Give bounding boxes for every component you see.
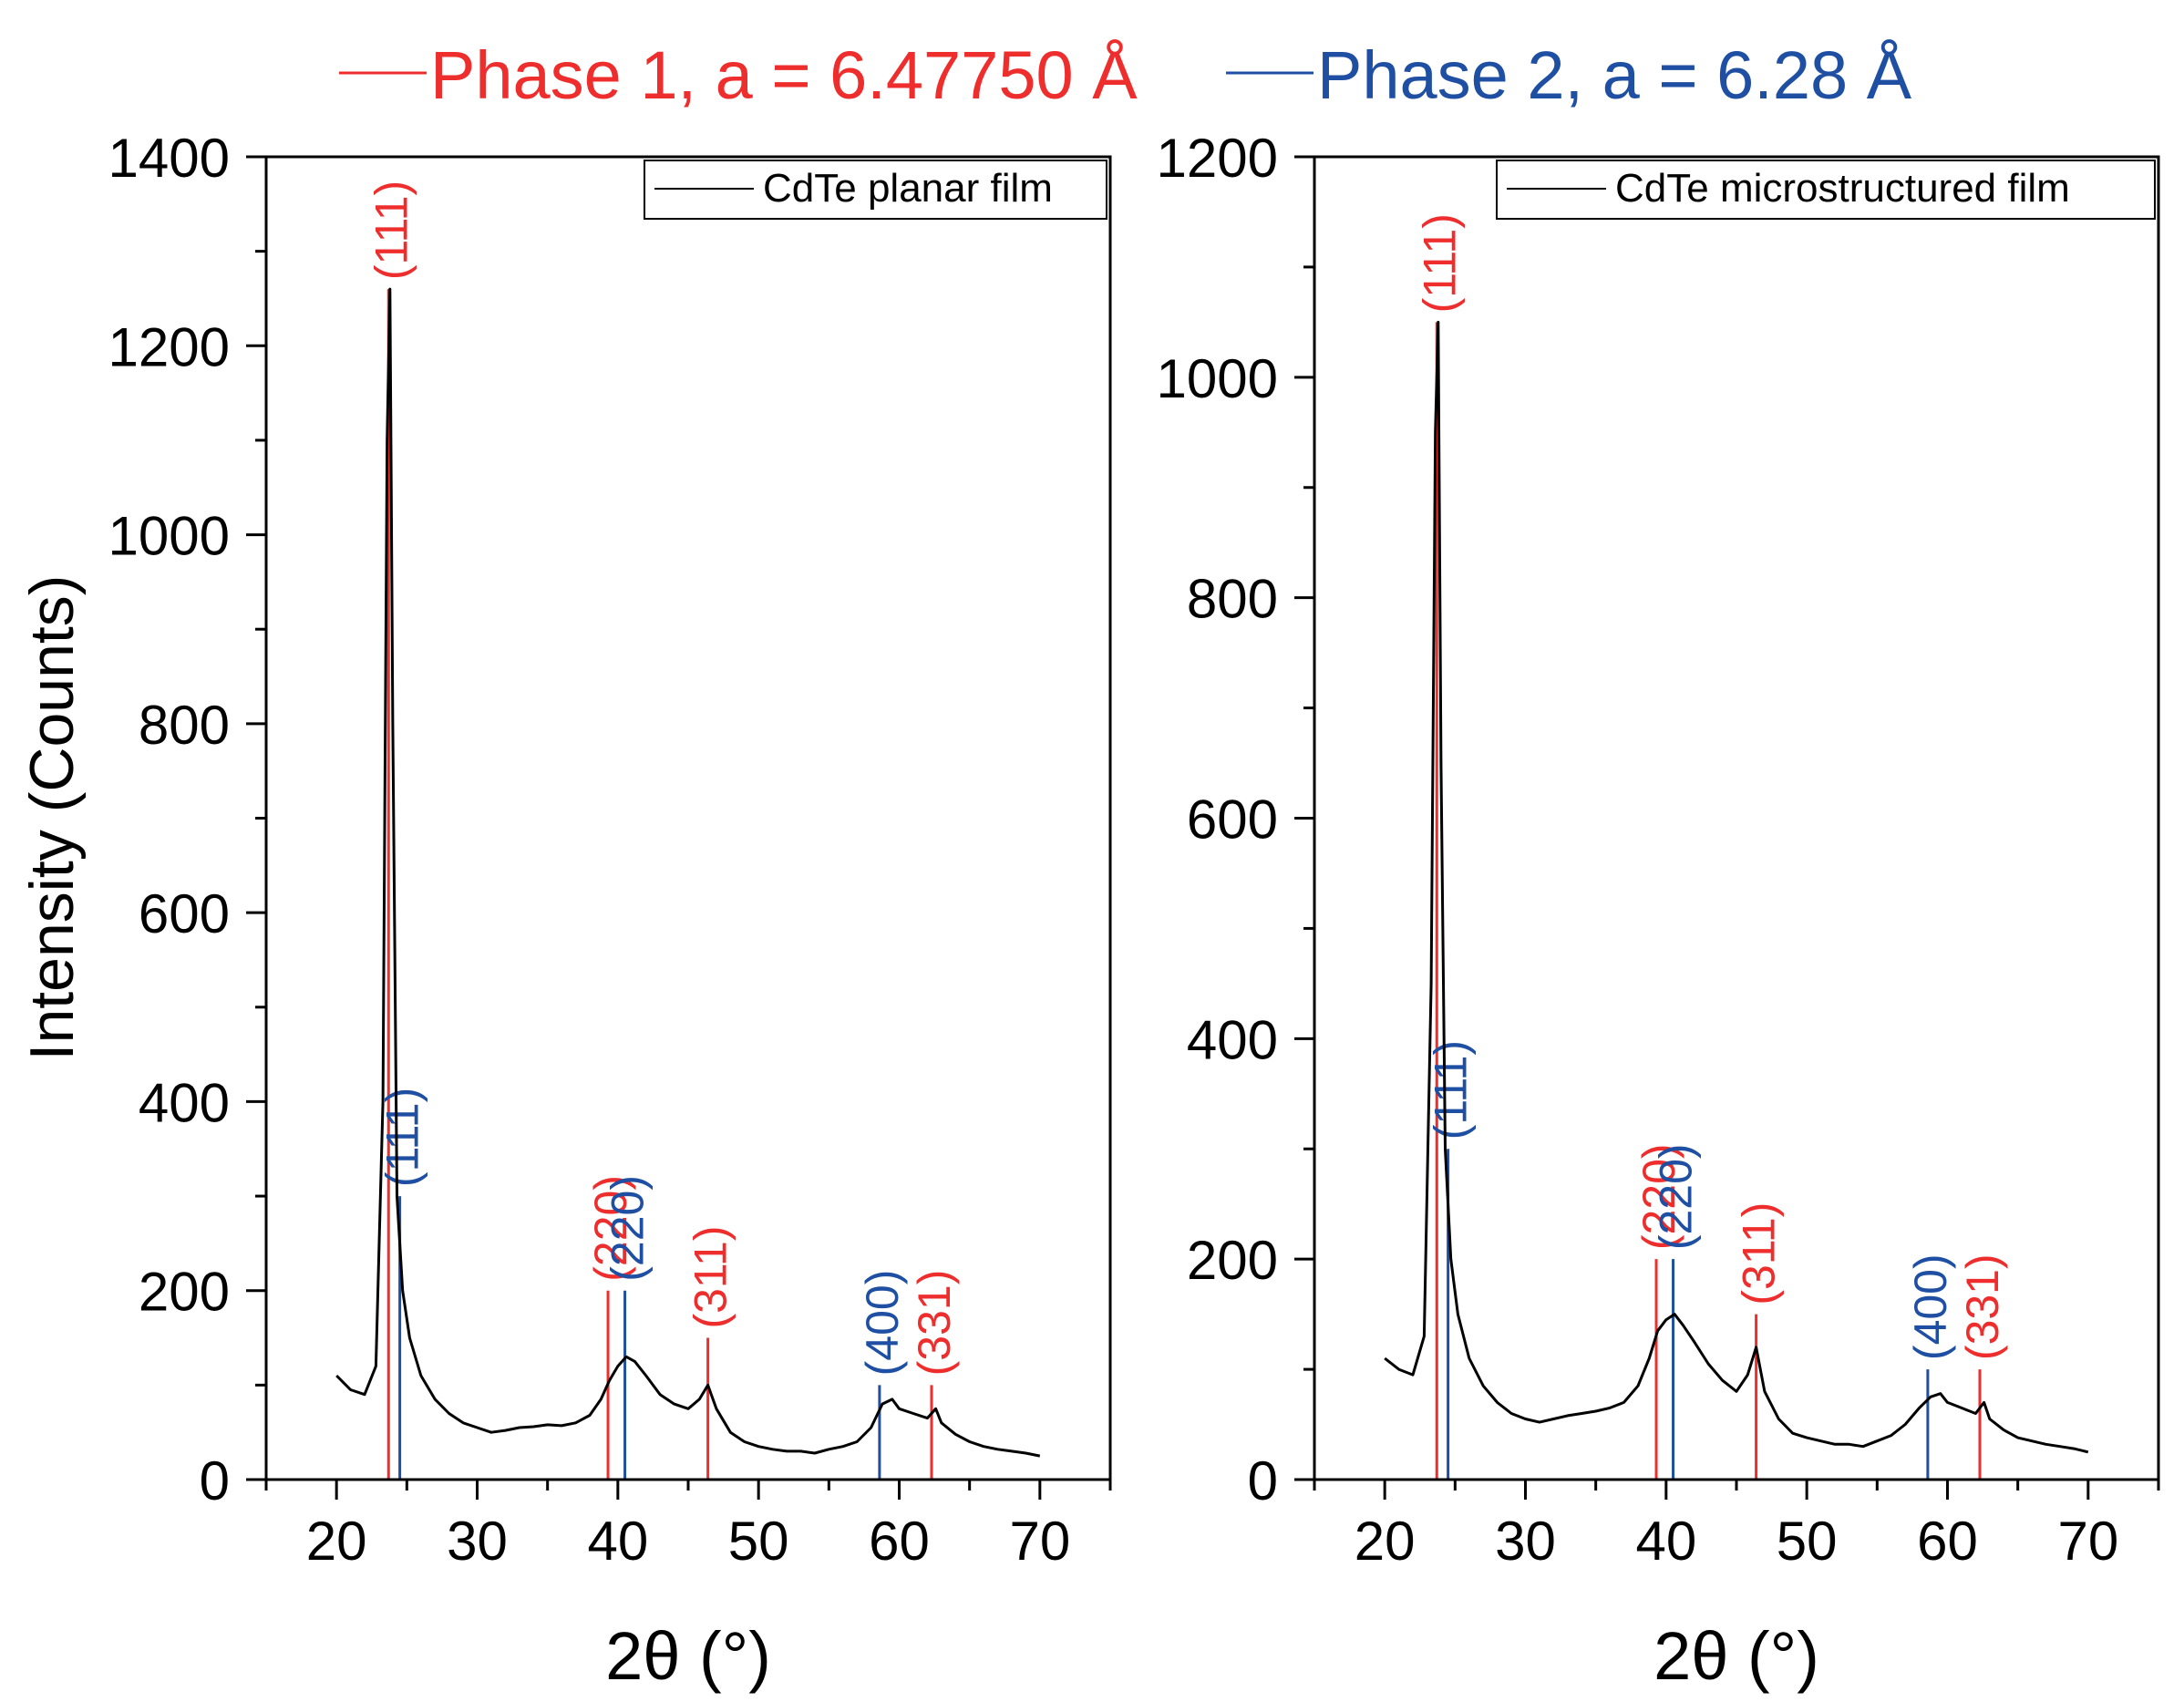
phase2-reflection-label: (111) (1426, 1040, 1477, 1140)
phase2-reflection-label: (111) (377, 1088, 428, 1187)
phase2-reflection-label: (400) (1905, 1253, 1956, 1360)
x-axis-label: 2θ (°) (1653, 1618, 1819, 1694)
series-legend-box: CdTe microstructured film (1496, 160, 2156, 220)
y-tick-label: 1000 (1157, 348, 1278, 409)
reflection-lines: (111) (111) (220)(220) (311) (400)(331) (366, 181, 960, 1480)
y-tick-label: 1200 (108, 316, 230, 377)
phase1-reflection-label: (111) (1414, 213, 1465, 313)
x-tick-label: 20 (1355, 1511, 1416, 1572)
x-tick-label: 70 (1009, 1511, 1070, 1572)
y-tick-label: 400 (1187, 1009, 1278, 1070)
series-legend-box: CdTe planar film (644, 160, 1107, 220)
planar-film-panel: 20 30 40 50 60 70 0 200 400 600 800 1000 1200 1400 (1… (17, 128, 1112, 1694)
series-legend-label: CdTe planar film (763, 166, 1053, 211)
x-tick-label: 70 (2057, 1511, 2118, 1572)
phase1-reflection-label: (111) (366, 181, 417, 280)
phase-legend: Phase 1, a = 6.47750 Å Phase 2, a = 6.28… (339, 37, 1912, 113)
y-tick-label: 200 (139, 1262, 230, 1323)
axis-ticks: 20 30 40 50 60 70 0 200 400 600 800 1000 1200 (1157, 128, 2160, 1572)
y-axis-label: Intensity (Counts) (17, 575, 87, 1061)
y-tick-label: 0 (200, 1450, 230, 1511)
microstructured-film-trace (1384, 320, 2089, 1454)
axis-ticks: 20 30 40 50 60 70 0 200 400 600 800 1000 1200 1400 (108, 128, 1112, 1572)
phase1-reflection-label: (311) (1734, 1202, 1785, 1305)
phase1-reflection-label: (331) (1957, 1253, 2008, 1360)
x-tick-label: 40 (587, 1511, 648, 1572)
x-tick-label: 50 (728, 1511, 789, 1572)
phase1-legend-label: Phase 1, a = 6.47750 Å (430, 37, 1138, 113)
x-tick-label: 20 (306, 1511, 367, 1572)
y-tick-label: 400 (139, 1072, 230, 1133)
phase1-reflection-label: (220) (1633, 1143, 1684, 1250)
plot-frame (1313, 155, 2160, 1481)
phase2-reflection-label: (400) (857, 1270, 908, 1377)
x-tick-label: 30 (1495, 1511, 1556, 1572)
x-tick-label: 30 (447, 1511, 508, 1572)
reflection-lines: (111) (111) (220)(220) (311) (400)(331) (1414, 213, 2008, 1480)
x-axis-label: 2θ (°) (605, 1618, 771, 1694)
plot-frame (264, 155, 1112, 1481)
y-tick-label: 1200 (1157, 128, 1278, 189)
phase2-legend-label: Phase 2, a = 6.28 Å (1317, 37, 1912, 113)
phase2-reflection-label: (220) (603, 1175, 654, 1282)
y-tick-label: 200 (1187, 1230, 1278, 1291)
x-tick-label: 60 (1917, 1511, 1978, 1572)
y-tick-label: 800 (1187, 569, 1278, 630)
y-tick-label: 800 (139, 695, 230, 756)
phase2-reflection-label: (220) (1651, 1143, 1702, 1250)
planar-film-trace (335, 287, 1041, 1458)
y-tick-label: 0 (1248, 1450, 1278, 1511)
series-legend-label: CdTe microstructured film (1615, 166, 2070, 211)
phase1-reflection-label: (311) (685, 1226, 737, 1329)
y-tick-label: 1400 (108, 128, 230, 189)
x-tick-label: 50 (1777, 1511, 1838, 1572)
y-tick-label: 1000 (108, 506, 230, 567)
x-tick-label: 60 (869, 1511, 930, 1572)
plot-area (1314, 157, 2158, 1480)
plot-area (266, 157, 1110, 1480)
phase1-reflection-label: (331) (909, 1270, 960, 1377)
y-tick-label: 600 (139, 883, 230, 944)
phase1-reflection-label: (220) (585, 1175, 636, 1282)
y-tick-label: 600 (1187, 789, 1278, 851)
x-tick-label: 40 (1635, 1511, 1696, 1572)
